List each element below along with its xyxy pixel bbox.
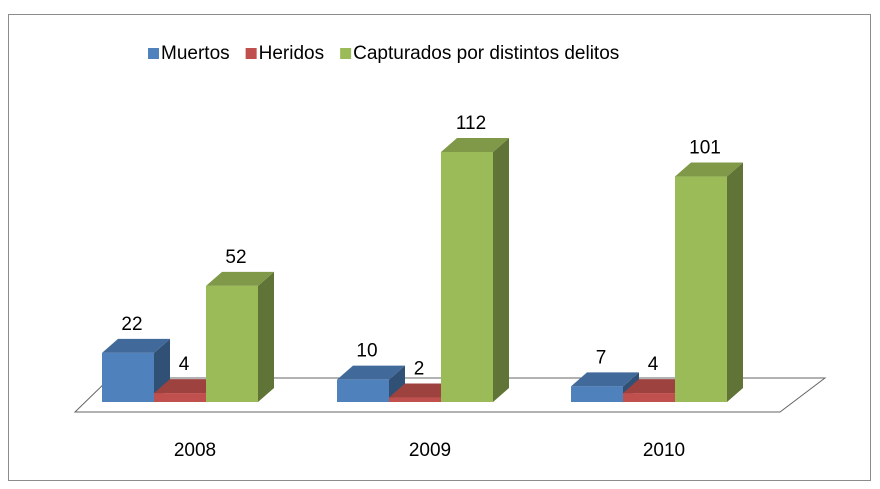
legend-label: Capturados por distintos delitos [353,43,619,64]
bar-front [675,176,727,402]
legend-label: Muertos [161,43,230,64]
data-label: 101 [689,138,721,159]
data-label: 7 [596,347,607,368]
legend-swatch [245,48,257,59]
legend-label: Heridos [259,43,324,64]
bar-side [389,365,405,402]
bar-top [102,338,170,353]
x-tick-label: 2009 [409,440,451,461]
bar [337,365,405,402]
bar [571,372,639,402]
bar-top [675,162,743,177]
bar-front [154,393,206,402]
bar-front [389,397,441,402]
bar-side [493,138,509,402]
data-label: 10 [356,341,377,362]
bar-top [571,372,639,387]
bar-top [623,379,691,394]
bar-front [102,352,154,402]
bar-front [206,285,258,402]
bar-side [727,162,743,402]
bar-top [389,383,457,398]
legend: Muertos Heridos Capturados por distintos d… [148,43,619,64]
legend-swatch [340,48,352,59]
bar-front [623,393,675,402]
data-label: 4 [648,354,659,375]
bar [206,271,274,402]
bar-top [154,379,222,394]
data-label: 22 [121,314,142,335]
data-label: 4 [179,354,190,375]
bar [675,162,743,402]
data-label: 52 [225,247,246,268]
bar-top [206,271,274,286]
bar-front [571,386,623,402]
bar-side [258,271,274,402]
bar [441,138,509,402]
bar-top [337,365,405,380]
x-tick-label: 2008 [174,440,216,461]
bar-front [337,379,389,402]
data-label: 112 [456,113,486,134]
x-tick-label: 2010 [643,440,685,461]
bar-front [441,152,493,402]
data-label: 2 [414,359,425,380]
legend-swatch [148,48,159,59]
bar-top [441,138,509,152]
